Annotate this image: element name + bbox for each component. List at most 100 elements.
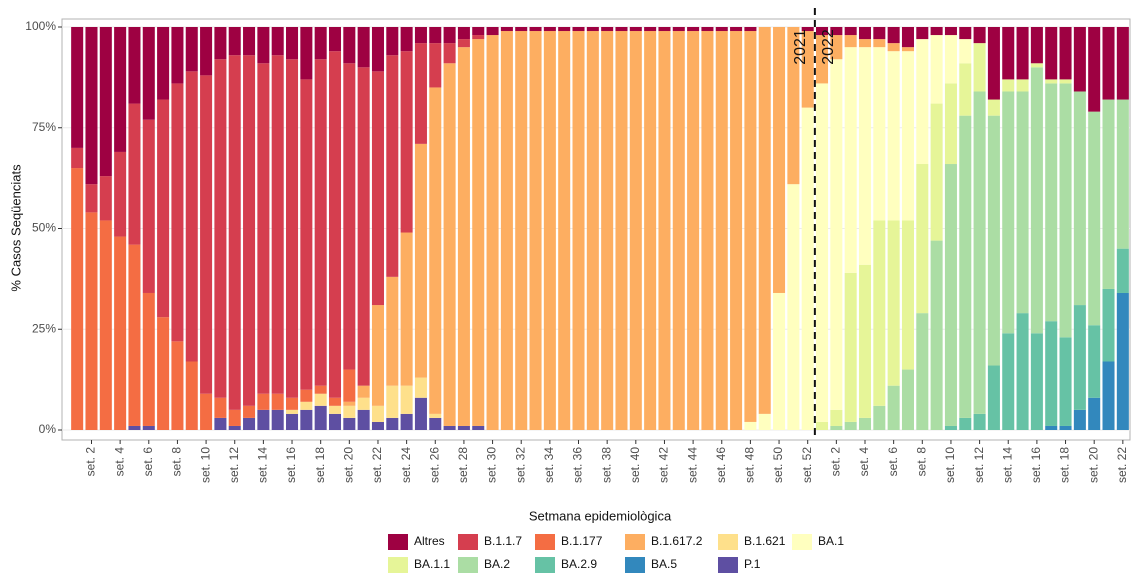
- bar-segment: [830, 59, 843, 410]
- bar-segment: [200, 393, 213, 430]
- bar-segment: [286, 59, 299, 398]
- bar-segment: [701, 27, 714, 32]
- bar-segment: [959, 63, 972, 116]
- bar-segment: [214, 417, 227, 430]
- x-tick-label: set. 48: [743, 447, 757, 483]
- bar-segment: [257, 27, 270, 64]
- x-tick-label: set. 18: [313, 447, 327, 483]
- bar-segment: [171, 27, 184, 84]
- bar-segment: [414, 43, 427, 144]
- bar-segment: [887, 51, 900, 221]
- bar-segment: [200, 75, 213, 394]
- legend-label: B.1.177: [561, 534, 603, 548]
- bar-segment: [687, 31, 700, 431]
- bar-segment: [601, 31, 614, 431]
- bar-segment: [1016, 91, 1029, 314]
- bar-segment: [414, 397, 427, 430]
- bar-segment: [1045, 425, 1058, 430]
- year-label: 2022: [820, 29, 837, 65]
- bar-segment: [343, 417, 356, 430]
- x-tick-label: set. 40: [628, 447, 642, 483]
- bar-segment: [328, 413, 342, 430]
- x-tick-label: set. 46: [714, 447, 728, 483]
- bar-segment: [486, 27, 499, 36]
- bar-segment: [429, 417, 442, 430]
- bar-segment: [1002, 79, 1015, 92]
- x-tick-label: set. 12: [227, 447, 241, 483]
- bar-segment: [930, 240, 943, 430]
- bar-segment: [515, 27, 528, 32]
- bar-segment: [1045, 79, 1058, 84]
- bar-segment: [830, 425, 843, 430]
- x-tick-label: set. 8: [170, 447, 184, 477]
- bar-segment: [443, 63, 456, 426]
- x-tick-label: set. 44: [685, 447, 699, 483]
- bar-segment: [572, 31, 585, 431]
- bar-segment: [386, 385, 399, 418]
- bar-segment: [1088, 27, 1101, 112]
- bar-segment: [1045, 321, 1058, 426]
- bar-segment: [328, 51, 342, 398]
- y-tick-label: 0%: [39, 422, 57, 436]
- bar-segment: [629, 31, 642, 431]
- bar-segment: [1116, 292, 1129, 430]
- bar-segment: [314, 405, 327, 430]
- bar-segment: [357, 385, 370, 398]
- bar-segment: [858, 47, 872, 265]
- bar-segment: [171, 341, 184, 430]
- bar-segment: [1059, 83, 1072, 338]
- bar-segment: [400, 385, 413, 414]
- x-tick-label: set. 30: [485, 447, 499, 483]
- bar-segment: [371, 71, 384, 306]
- bar-segment: [1030, 333, 1043, 430]
- legend-label: B.1.1.7: [484, 534, 522, 548]
- x-tick-label: set. 14: [256, 447, 270, 483]
- bar-segment: [1045, 83, 1058, 322]
- x-tick-label: set. 38: [599, 447, 613, 483]
- bar-segment: [371, 305, 384, 406]
- bar-segment: [1116, 99, 1129, 249]
- bar-segment: [400, 232, 413, 386]
- bar-segment: [185, 361, 198, 430]
- bar-segment: [858, 264, 872, 418]
- bar-segment: [243, 405, 256, 418]
- bar-segment: [214, 27, 227, 60]
- bar-segment: [328, 397, 342, 406]
- bar-segment: [429, 413, 442, 418]
- bar-segment: [858, 417, 872, 430]
- bar-segment: [271, 27, 284, 56]
- bar-segment: [844, 272, 857, 422]
- bar-segment: [959, 417, 972, 430]
- bar-segment: [472, 27, 485, 36]
- bar-segment: [214, 59, 227, 398]
- bar-segment: [744, 421, 757, 430]
- bar-segment: [128, 244, 141, 426]
- bar-segment: [773, 292, 786, 430]
- bar-segment: [228, 409, 241, 426]
- bar-segment: [85, 27, 98, 185]
- bar-segment: [1102, 27, 1115, 100]
- legend-swatch: [458, 557, 478, 573]
- bar-segment: [328, 405, 342, 414]
- bar-segment: [386, 276, 399, 386]
- bar-segment: [987, 99, 1000, 116]
- bar-segment: [801, 27, 814, 32]
- bar-segment: [1116, 248, 1129, 293]
- legend-label: BA.5: [651, 557, 677, 571]
- bar-segment: [844, 35, 857, 48]
- bar-segment: [257, 409, 270, 430]
- bar-segment: [1088, 111, 1101, 326]
- legend-label: BA.2: [484, 557, 510, 571]
- bar-segment: [615, 31, 628, 431]
- bar-segment: [701, 31, 714, 431]
- bar-segment: [157, 99, 170, 318]
- y-tick-label: 50%: [32, 221, 56, 235]
- bar-segment: [1016, 313, 1029, 430]
- x-tick-label: set. 6: [141, 447, 155, 477]
- bar-segment: [901, 369, 914, 430]
- bar-segment: [142, 119, 155, 293]
- bar-segment: [959, 27, 972, 40]
- bar-segment: [472, 35, 485, 40]
- bar-segment: [959, 115, 972, 418]
